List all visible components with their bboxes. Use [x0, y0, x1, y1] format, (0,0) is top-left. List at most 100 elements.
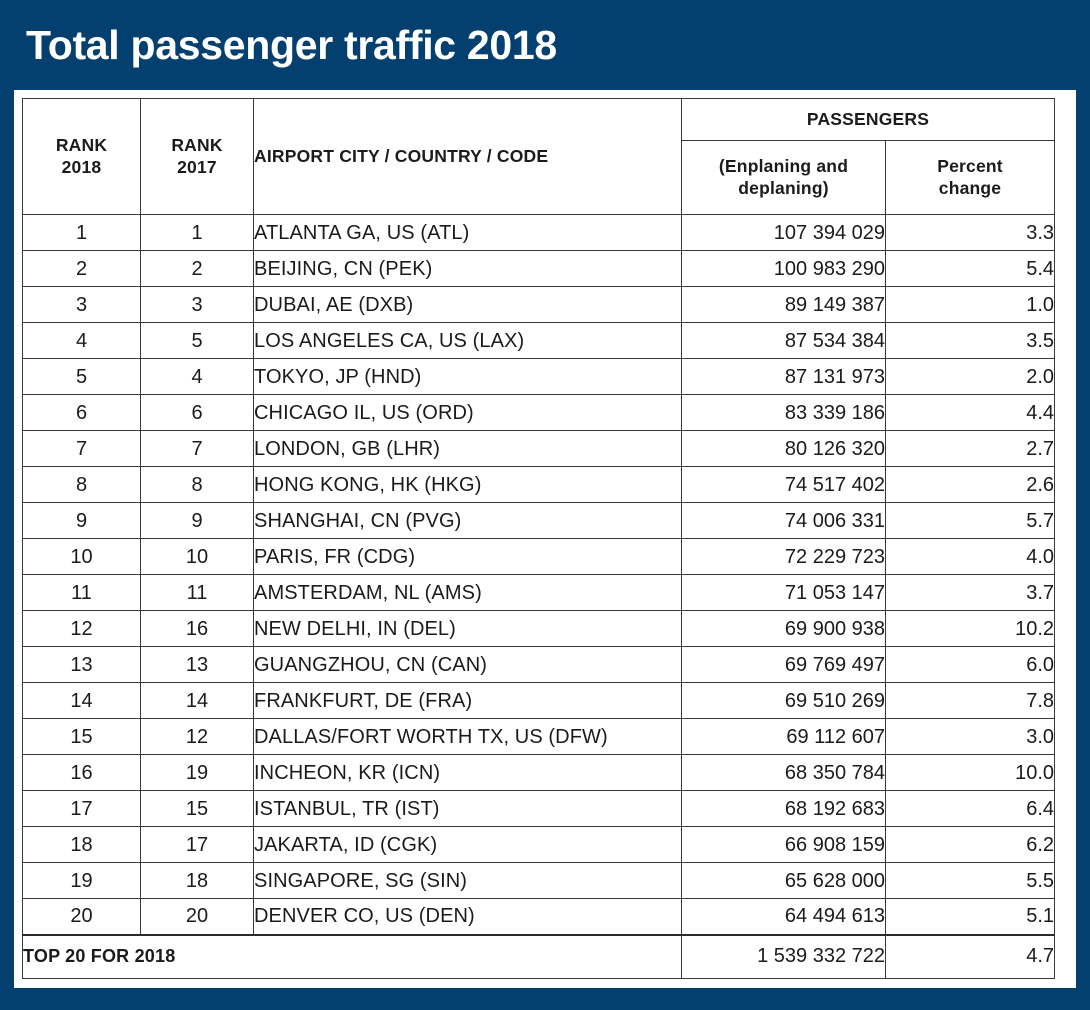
table-row: 1 1 ATLANTA GA, US (ATL) 107 394 029 3.3	[22, 214, 1056, 251]
cell-rank-2018: 18	[22, 826, 141, 863]
table-row: 4 5 LOS ANGELES CA, US (LAX) 87 534 384 3.5	[22, 322, 1056, 359]
table-row: 15 12 DALLAS/FORT WORTH TX, US (DFW) 69 112…	[22, 718, 1056, 755]
cell-rank-2017: 12	[140, 718, 254, 755]
cell-rank-2017: 19	[140, 754, 254, 791]
cell-rank-2018: 2	[22, 250, 141, 287]
cell-airport: HONG KONG, HK (HKG)	[253, 466, 682, 503]
cell-rank-2018: 8	[22, 466, 141, 503]
cell-airport: JAKARTA, ID (CGK)	[253, 826, 682, 863]
cell-airport: LONDON, GB (LHR)	[253, 430, 682, 467]
cell-passengers: 69 769 497	[681, 646, 886, 683]
percent-sub-line1: Percent	[937, 155, 1003, 176]
cell-percent-change: 4.0	[884, 538, 1056, 575]
cell-rank-2018: 6	[22, 394, 141, 431]
rank-2017-label-line1: RANK	[171, 134, 223, 155]
table-frame: RANK 2018 RANK 2017 AIRPORT CITY / COUNT…	[14, 90, 1076, 988]
cell-passengers: 69 112 607	[681, 718, 886, 755]
cell-percent-change: 3.3	[884, 214, 1056, 251]
cell-rank-2017: 13	[140, 646, 254, 683]
table-footer: TOP 20 FOR 2018 1 539 332 722 4.7	[22, 933, 1056, 979]
cell-passengers: 68 350 784	[681, 754, 886, 791]
cell-percent-change: 10.2	[884, 610, 1056, 647]
cell-passengers: 107 394 029	[681, 214, 886, 251]
cell-rank-2017: 16	[140, 610, 254, 647]
cell-rank-2018: 3	[22, 286, 141, 323]
cell-passengers: 100 983 290	[681, 250, 886, 287]
cell-rank-2018: 5	[22, 358, 141, 395]
table-row: 2 2 BEIJING, CN (PEK) 100 983 290 5.4	[22, 250, 1056, 287]
cell-passengers: 68 192 683	[681, 790, 886, 827]
cell-airport: PARIS, FR (CDG)	[253, 538, 682, 575]
total-row: TOP 20 FOR 2018 1 539 332 722 4.7	[22, 933, 1056, 979]
cell-rank-2018: 11	[22, 574, 141, 611]
passengers-sub-line1: (Enplaning and	[718, 155, 849, 176]
cell-percent-change: 6.4	[884, 790, 1056, 827]
cell-rank-2017: 8	[140, 466, 254, 503]
cell-passengers: 66 908 159	[681, 826, 886, 863]
cell-rank-2017: 20	[140, 898, 254, 935]
cell-airport: LOS ANGELES CA, US (LAX)	[253, 322, 682, 359]
cell-rank-2018: 16	[22, 754, 141, 791]
cell-airport: NEW DELHI, IN (DEL)	[253, 610, 682, 647]
cell-passengers: 71 053 147	[681, 574, 886, 611]
passengers-sub-line2: deplaning)	[738, 177, 829, 198]
cell-rank-2017: 6	[140, 394, 254, 431]
cell-percent-change: 5.7	[884, 502, 1056, 539]
cell-rank-2017: 5	[140, 322, 254, 359]
rank-2017-label-line2: 2017	[177, 156, 217, 177]
cell-rank-2018: 1	[22, 214, 141, 251]
cell-percent-change: 10.0	[884, 754, 1056, 791]
cell-rank-2017: 15	[140, 790, 254, 827]
table-row: 6 6 CHICAGO IL, US (ORD) 83 339 186 4.4	[22, 394, 1056, 431]
cell-passengers: 74 006 331	[681, 502, 886, 539]
cell-airport: FRANKFURT, DE (FRA)	[253, 682, 682, 719]
cell-passengers: 72 229 723	[681, 538, 886, 575]
cell-rank-2018: 17	[22, 790, 141, 827]
cell-percent-change: 5.5	[884, 862, 1056, 899]
table-row: 9 9 SHANGHAI, CN (PVG) 74 006 331 5.7	[22, 502, 1056, 539]
cell-rank-2017: 1	[140, 214, 254, 251]
column-header-passengers-group: PASSENGERS	[680, 98, 1056, 141]
table-row: 13 13 GUANGZHOU, CN (CAN) 69 769 497 6.0	[22, 646, 1056, 683]
total-label: TOP 20 FOR 2018	[22, 933, 682, 979]
column-header-airport: AIRPORT CITY / COUNTRY / CODE	[253, 98, 682, 215]
page-title: Total passenger traffic 2018	[26, 21, 557, 68]
table-body: 1 1 ATLANTA GA, US (ATL) 107 394 029 3.3 2 2 BE…	[22, 214, 1056, 935]
cell-rank-2018: 19	[22, 862, 141, 899]
cell-passengers: 80 126 320	[681, 430, 886, 467]
table-row: 14 14 FRANKFURT, DE (FRA) 69 510 269 7.8	[22, 682, 1056, 719]
cell-airport: SINGAPORE, SG (SIN)	[253, 862, 682, 899]
cell-rank-2018: 15	[22, 718, 141, 755]
column-header-rank-2018: RANK 2018	[22, 98, 141, 215]
cell-rank-2017: 11	[140, 574, 254, 611]
cell-rank-2018: 12	[22, 610, 141, 647]
table-header: RANK 2018 RANK 2017 AIRPORT CITY / COUNT…	[22, 98, 1056, 215]
cell-airport: TOKYO, JP (HND)	[253, 358, 682, 395]
cell-airport: AMSTERDAM, NL (AMS)	[253, 574, 682, 611]
cell-airport: DENVER CO, US (DEN)	[253, 898, 682, 935]
cell-percent-change: 3.7	[884, 574, 1056, 611]
cell-airport: DALLAS/FORT WORTH TX, US (DFW)	[253, 718, 682, 755]
cell-rank-2018: 9	[22, 502, 141, 539]
cell-rank-2017: 14	[140, 682, 254, 719]
cell-passengers: 89 149 387	[681, 286, 886, 323]
cell-percent-change: 1.0	[884, 286, 1056, 323]
column-header-rank-2017: RANK 2017	[140, 98, 254, 215]
cell-percent-change: 7.8	[884, 682, 1056, 719]
table-row: 17 15 ISTANBUL, TR (IST) 68 192 683 6.4	[22, 790, 1056, 827]
cell-rank-2017: 17	[140, 826, 254, 863]
cell-rank-2018: 14	[22, 682, 141, 719]
column-header-percent-change: Percent change	[884, 140, 1056, 215]
cell-passengers: 65 628 000	[681, 862, 886, 899]
table-row: 5 4 TOKYO, JP (HND) 87 131 973 2.0	[22, 358, 1056, 395]
cell-rank-2018: 10	[22, 538, 141, 575]
cell-rank-2017: 2	[140, 250, 254, 287]
cell-percent-change: 2.6	[884, 466, 1056, 503]
header-row-sub: (Enplaning and deplaning) Percent change	[23, 140, 1056, 215]
rank-2018-label-line2: 2018	[61, 156, 102, 177]
cell-rank-2018: 7	[22, 430, 141, 467]
column-header-passengers-sub: (Enplaning and deplaning)	[681, 140, 886, 215]
table-row: 12 16 NEW DELHI, IN (DEL) 69 900 938 10.2	[22, 610, 1056, 647]
cell-rank-2017: 3	[140, 286, 254, 323]
percent-sub-line2: change	[938, 177, 1002, 198]
